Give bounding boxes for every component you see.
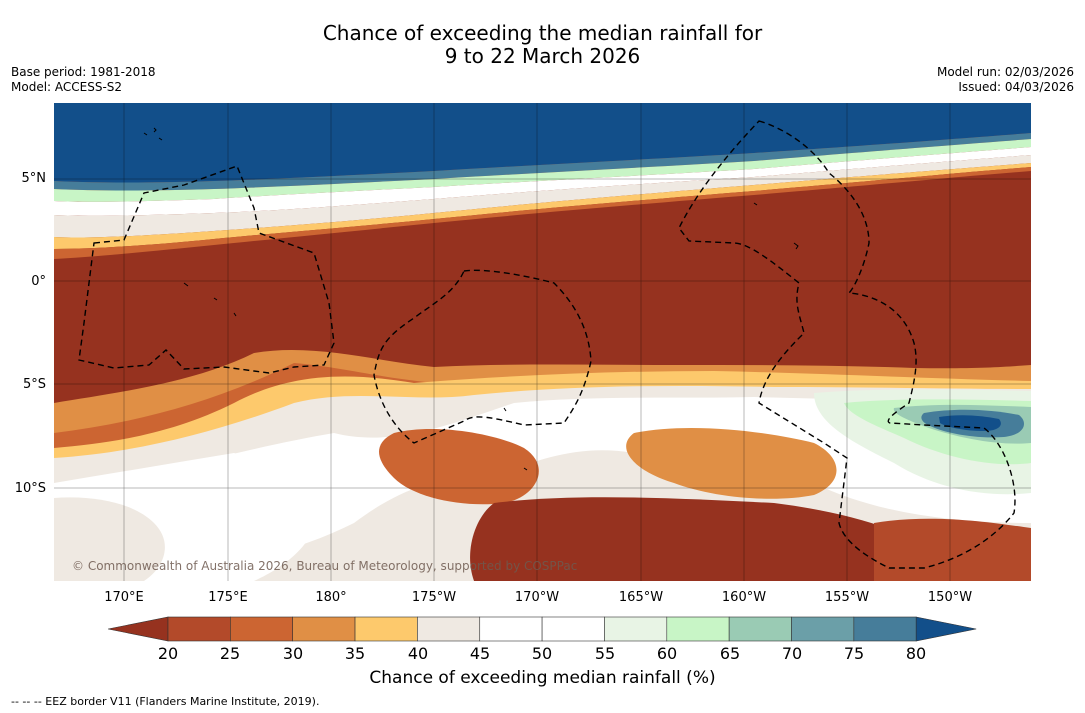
cb-label-70: 70 xyxy=(781,644,803,663)
cb-label-40: 40 xyxy=(407,644,429,663)
cb-label-25: 25 xyxy=(219,644,241,663)
model-run: Model run: 02/03/2026 xyxy=(936,65,1074,79)
colorbar-cell xyxy=(292,616,356,642)
lon-tick-170e: 170°E xyxy=(104,590,144,605)
dry-blob-south-2 xyxy=(626,427,837,499)
pale-area-sw xyxy=(54,497,165,581)
dry-blob-south-1 xyxy=(379,428,539,505)
cb-label-65: 65 xyxy=(719,644,741,663)
dry-blob-south-3 xyxy=(470,497,954,581)
rainfall-map: © Commonwealth of Australia 2026, Bureau… xyxy=(54,103,1031,581)
cb-label-80: 80 xyxy=(905,644,927,663)
title-line-2: 9 to 22 March 2026 xyxy=(444,44,641,68)
band-45-north xyxy=(54,155,1031,238)
lat-tick-10s: 10°S xyxy=(14,481,46,496)
band-30-north xyxy=(54,167,1031,259)
lat-tick-5s: 5°S xyxy=(22,377,46,392)
colorbar-cell xyxy=(417,616,481,642)
dry-blob-south-4 xyxy=(874,518,1031,581)
lat-tick-5n: 5°N xyxy=(21,171,47,186)
cb-label-45: 45 xyxy=(469,644,491,663)
wet-band-north xyxy=(54,103,1031,183)
issued-date: Issued: 04/03/2026 xyxy=(958,80,1074,94)
eez-borders xyxy=(78,120,1016,569)
graticule xyxy=(54,103,1031,581)
eez-legend-note: -- -- -- EEZ border V11 (Flanders Marine… xyxy=(11,695,320,708)
colorbar xyxy=(108,616,977,642)
cb-label-30: 30 xyxy=(282,644,304,663)
band-40-north xyxy=(54,163,1031,249)
lon-tick-175w: 175°W xyxy=(411,590,457,605)
title-line-1: Chance of exceeding the median rainfall … xyxy=(322,21,763,45)
base-period: Base period: 1981-2018 xyxy=(11,65,156,79)
band-50-north xyxy=(54,147,1031,216)
lon-tick-150w: 150°W xyxy=(927,590,973,605)
band-65 xyxy=(54,139,1031,202)
lon-tick-170w: 170°W xyxy=(514,590,560,605)
colorbar-cell xyxy=(853,616,917,642)
colorbar-arrow-high xyxy=(915,616,977,642)
eez-kiribati-phoenix xyxy=(373,269,592,444)
cb-label-50: 50 xyxy=(531,644,553,663)
colorbar-cell xyxy=(728,616,792,642)
cb-label-55: 55 xyxy=(594,644,616,663)
cb-label-75: 75 xyxy=(843,644,865,663)
band-75 xyxy=(54,133,1031,191)
lon-tick-180: 180° xyxy=(315,590,347,605)
colorbar-cell xyxy=(167,616,231,642)
chart-title: Chance of exceeding the median rainfall … xyxy=(0,22,1085,68)
eez-kiribati-line xyxy=(678,120,1016,569)
lon-tick-175e: 175°E xyxy=(208,590,248,605)
model-name: Model: ACCESS-S2 xyxy=(11,80,123,94)
cb-label-60: 60 xyxy=(656,644,678,663)
colorbar-cell xyxy=(541,616,605,642)
colorbar-cell xyxy=(604,616,668,642)
lon-tick-155w: 155°W xyxy=(824,590,870,605)
colorbar-cell xyxy=(479,616,543,642)
colorbar-arrow-low xyxy=(108,616,169,642)
meta-left: Base period: 1981-2018 Model: ACCESS-S2 xyxy=(11,65,156,95)
copyright-text: © Commonwealth of Australia 2026, Bureau… xyxy=(72,559,577,573)
lat-tick-0: 0° xyxy=(31,274,46,289)
meta-right: Model run: 02/03/2026 Issued: 04/03/2026 xyxy=(937,65,1074,95)
colorbar-cell xyxy=(354,616,418,642)
eez-kiribati-gilbert xyxy=(78,165,335,374)
colorbar-cell xyxy=(791,616,855,642)
colorbar-cell xyxy=(230,616,293,642)
island-coastlines xyxy=(143,127,799,471)
lon-tick-165w: 165°W xyxy=(618,590,664,605)
cb-label-35: 35 xyxy=(344,644,366,663)
colorbar-title: Chance of exceeding median rainfall (%) xyxy=(369,668,716,688)
colorbar-cell xyxy=(666,616,730,642)
lon-tick-160w: 160°W xyxy=(721,590,767,605)
cb-label-20: 20 xyxy=(157,644,179,663)
